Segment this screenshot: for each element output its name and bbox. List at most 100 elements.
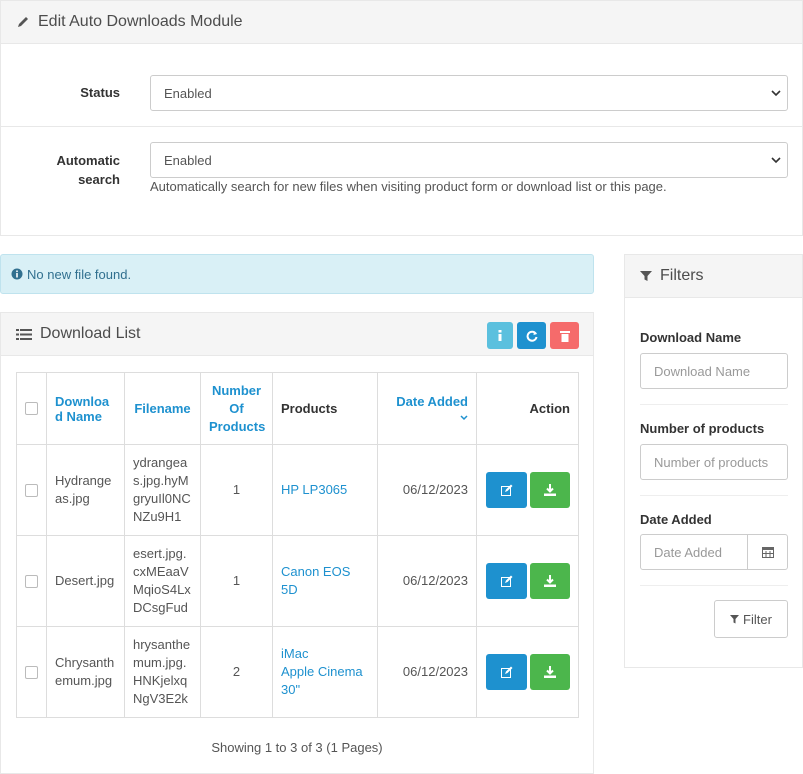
column-header: Number Of Products [200,372,273,445]
column-header: Action [476,372,579,445]
sort-link[interactable]: Number Of Products [209,382,266,434]
edit-icon [500,484,512,496]
chevron [771,90,781,97]
divider [640,495,788,496]
checkbox-cell [16,626,47,718]
download-button[interactable] [530,563,570,599]
panel-title: Download List [40,325,141,342]
table-body: Hydrangeas.jpg ydrangeas.jpg.hyMgryuIl0NC… [16,444,579,718]
date-added: 06/12/2023 [377,444,477,536]
list-icon [16,328,32,340]
download-icon [544,666,556,678]
calendar-button[interactable] [747,534,788,570]
date-added: 06/12/2023 [377,535,477,627]
placeholder: Download Name [654,363,751,379]
trash-icon [559,330,570,342]
info-button[interactable] [487,322,513,349]
products-cell: HP LP3065 [272,444,378,536]
edit-button[interactable] [486,472,527,508]
table-row: Hydrangeas.jpg ydrangeas.jpg.hyMgryuIl0NC… [16,444,579,536]
button-label: Filter [743,611,772,627]
placeholder: Number of products [654,454,769,470]
chevron [771,157,781,164]
checkbox-cell [16,444,47,536]
product-count: 1 [200,444,273,536]
product-link[interactable]: Canon EOS 5D [281,564,351,597]
placeholder: Date Added [654,544,722,560]
filter-input[interactable]: Download Name [640,353,788,389]
product-count: 1 [200,535,273,627]
download-icon [544,484,556,496]
column-header: Date Added [377,372,477,445]
filter-label: Date Added [640,512,712,527]
download-icon [544,575,556,587]
pagination: Showing 1 to 3 of 3 (1 Pages) [211,740,383,755]
filter-icon [640,271,652,281]
filter-input[interactable]: Date Added [640,534,748,570]
calendar-icon [761,547,774,558]
info-icon [498,330,502,341]
alert-text: No new file found. [27,266,132,282]
checkbox[interactable] [25,483,38,497]
product-count: 2 [200,626,273,718]
module-panel: Edit Auto Downloads Module Status Enable… [0,0,803,236]
panel-heading: Filters [625,255,802,298]
select-all-cell [16,372,47,445]
header-row: Download Name Filename Number Of Product… [16,372,579,445]
pencil-icon [18,17,28,27]
download-name: Hydrangeas.jpg [46,444,125,536]
download-button[interactable] [530,654,570,690]
search-select[interactable]: Enabled [150,142,788,178]
field-label: Automatic search [56,153,120,187]
divider [1,126,802,127]
refresh-icon [526,330,537,342]
download-name: Chrysanthemum.jpg [46,626,125,718]
status-select[interactable]: Enabled [150,75,788,111]
action-buttons [485,472,570,508]
filter-button[interactable]: Filter [714,600,788,638]
product-link[interactable]: iMac [281,646,309,661]
action-buttons [485,563,570,599]
edit-button[interactable] [486,563,527,599]
action-buttons [485,654,570,690]
sort-link[interactable]: Date Added [396,393,468,409]
filter-icon [730,615,740,624]
edit-icon [500,666,512,678]
panel-title: Filters [660,267,704,284]
checkbox[interactable] [25,665,38,679]
table-row: Desert.jpg esert.jpg.cxMEaaVMqioS4LxDCsgF… [16,535,579,627]
action-cell [476,444,579,536]
products-cell: Canon EOS 5D [272,535,378,627]
help-text: Automatically search for new files when … [150,179,667,194]
filter-input[interactable]: Number of products [640,444,788,480]
sort-link[interactable]: Filename [134,401,191,416]
download-table: Download Name Filename Number Of Product… [16,372,579,718]
refresh-button[interactable] [517,322,546,349]
date-added: 06/12/2023 [377,626,477,718]
divider [640,404,788,405]
filter-label: Number of products [640,421,765,436]
checkbox[interactable] [25,402,38,415]
filter-label: Download Name [640,330,742,345]
product-link[interactable]: HP LP3065 [281,482,348,497]
delete-button[interactable] [550,322,579,349]
checkbox[interactable] [25,574,38,588]
products-cell: iMac Apple Cinema 30" [272,626,378,718]
product-link[interactable]: Apple Cinema 30" [281,664,363,697]
sort-link[interactable]: Download Name [55,393,110,424]
column-header: Filename [124,372,201,445]
filename: hrysanthemum.jpg.HNKjelxqNgV3E2k [124,626,201,718]
column-header: Download Name [46,372,125,445]
edit-button[interactable] [486,654,527,690]
select-value: Enabled [164,85,212,101]
table-row: Chrysanthemum.jpg hrysanthemum.jpg.HNKjel… [16,626,579,718]
download-button[interactable] [530,472,570,508]
filter-panel: Filters Download Name Download Name Numb… [624,254,803,668]
checkbox-cell [16,535,47,627]
download-name: Desert.jpg [46,535,125,627]
action-cell [476,626,579,718]
select-value: Enabled [164,152,212,168]
divider [640,585,788,586]
